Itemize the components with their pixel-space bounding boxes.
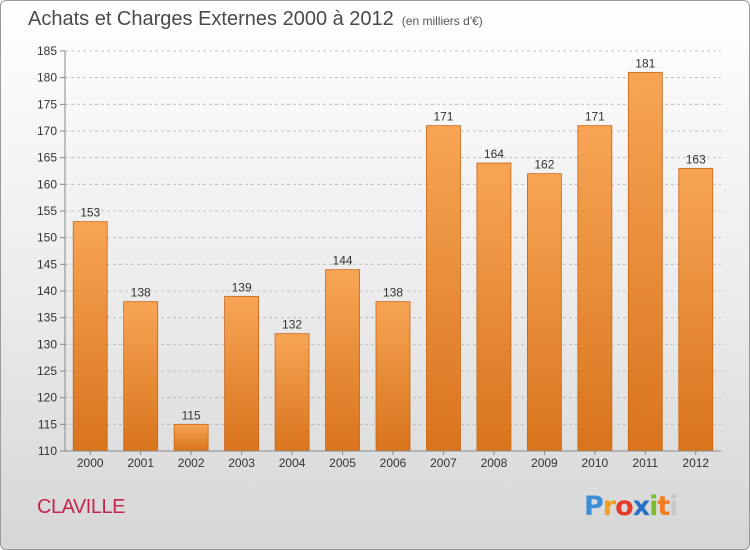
bar-value-label: 181 xyxy=(635,56,655,70)
bar-value-label: 153 xyxy=(80,206,100,220)
bar xyxy=(526,173,562,452)
chart-title-text: Achats et Charges Externes 2000 à 2012 xyxy=(28,8,394,30)
chart-unit-note: (en milliers d'€) xyxy=(401,14,483,28)
bar xyxy=(476,162,512,452)
logo-letter: i xyxy=(649,491,658,522)
x-tick-label: 2009 xyxy=(531,456,558,470)
y-tick-label: 125 xyxy=(37,364,57,378)
logo-letter: i xyxy=(669,491,678,522)
bar-value-labels: 153 138 115 139 132 144 138 171 164 162 171 181 163 xyxy=(80,56,706,422)
x-tick-label: 2011 xyxy=(632,456,658,470)
y-axis-tick-labels: 110 115 120 125 130 135 140 145 150 155 160 165 170 1… xyxy=(37,44,57,458)
y-tick-label: 130 xyxy=(37,337,57,351)
bar-value-label: 132 xyxy=(282,318,302,332)
bar-value-label: 138 xyxy=(131,286,151,300)
y-tick-label: 140 xyxy=(37,284,57,298)
x-tick-label: 2003 xyxy=(228,456,255,470)
bar-value-label: 139 xyxy=(232,280,252,294)
x-tick-label: 2005 xyxy=(329,456,356,470)
bar-value-label: 171 xyxy=(433,110,453,124)
proxiti-logo: Proxiti xyxy=(584,491,679,522)
bar-value-label: 138 xyxy=(383,286,403,300)
x-tick-label: 2007 xyxy=(430,456,457,470)
logo-letter: t xyxy=(657,491,670,522)
x-axis-tick-labels: 2000 2001 2002 2003 2004 2005 2006 2007 2008 2009… xyxy=(77,451,709,470)
chart-title: Achats et Charges Externes 2000 à 2012 (e… xyxy=(28,8,483,31)
bars xyxy=(72,71,714,452)
logo-letter: o xyxy=(615,491,634,522)
x-tick-label: 2008 xyxy=(481,456,508,470)
bar xyxy=(678,167,714,452)
x-tick-label: 2012 xyxy=(682,456,709,470)
bar-value-label: 162 xyxy=(534,158,554,172)
y-tick-label: 145 xyxy=(37,257,57,271)
x-tick-label: 2002 xyxy=(178,456,205,470)
y-tick-label: 180 xyxy=(37,71,57,85)
y-tick-label: 175 xyxy=(37,97,57,111)
y-tick-label: 155 xyxy=(37,204,57,218)
bar xyxy=(274,333,310,452)
y-tick-label: 120 xyxy=(37,391,57,405)
logo-letter: P xyxy=(584,491,604,522)
bar xyxy=(123,301,159,452)
bar xyxy=(375,301,411,452)
x-tick-label: 2006 xyxy=(380,456,407,470)
y-tick-label: 150 xyxy=(37,231,57,245)
city-name: CLAVILLE xyxy=(37,496,125,518)
logo-letter: r xyxy=(602,491,616,522)
y-tick-label: 185 xyxy=(37,44,57,58)
y-tick-label: 110 xyxy=(38,444,57,458)
bar-value-label: 115 xyxy=(182,408,201,422)
y-tick-label: 135 xyxy=(37,311,57,325)
logo-letter: x xyxy=(632,491,650,522)
x-tick-label: 2000 xyxy=(77,456,104,470)
bar xyxy=(627,71,663,452)
x-tick-label: 2010 xyxy=(581,456,608,470)
y-tick-label: 170 xyxy=(37,124,57,138)
x-tick-label: 2001 xyxy=(127,456,154,470)
bar xyxy=(224,295,260,452)
x-tick-label: 2004 xyxy=(279,456,306,470)
bar xyxy=(325,269,360,452)
y-tick-label: 115 xyxy=(38,417,57,431)
bar-value-label: 144 xyxy=(333,254,353,268)
bar xyxy=(173,423,209,452)
bar xyxy=(577,125,613,452)
bar-value-label: 163 xyxy=(686,152,706,166)
axes xyxy=(64,51,721,452)
y-tick-label: 160 xyxy=(37,177,57,191)
bar xyxy=(72,221,108,452)
bar xyxy=(426,125,461,452)
y-tick-label: 165 xyxy=(37,151,57,165)
bar-value-label: 164 xyxy=(484,147,504,161)
bar-value-label: 171 xyxy=(585,110,605,124)
